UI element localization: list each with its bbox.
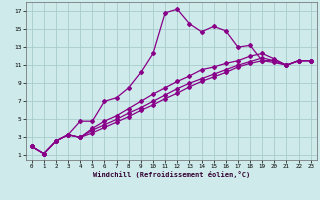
X-axis label: Windchill (Refroidissement éolien,°C): Windchill (Refroidissement éolien,°C) — [92, 171, 250, 178]
